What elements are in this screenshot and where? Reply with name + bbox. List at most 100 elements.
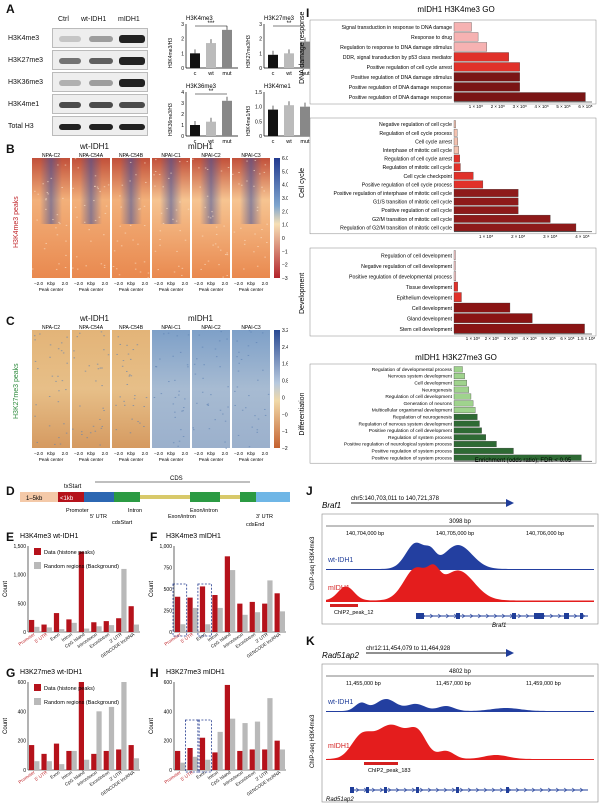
- bar-random-2: [59, 629, 65, 632]
- go-term-3-12: Positive regulation of system process: [372, 448, 453, 454]
- go-term-2-5: Cell development: [412, 306, 453, 312]
- bar-random-5: [242, 723, 248, 770]
- heat-noise: [95, 380, 97, 382]
- quant-bar-3-1: [284, 105, 294, 136]
- heat-noise: [183, 407, 185, 409]
- heat-noise: [72, 267, 74, 269]
- heat-noise: [137, 421, 139, 423]
- heat-noise: [104, 212, 107, 214]
- track-gene-arrow: [459, 787, 464, 793]
- track-gene-arrow: [531, 787, 536, 793]
- heat-noise: [162, 186, 164, 188]
- quant-sig-2: **: [209, 89, 214, 95]
- go-bar-3-9: [453, 427, 482, 434]
- utr3: [256, 492, 290, 502]
- group-label-mut: mIDH1: [188, 142, 213, 151]
- colorbar-tick-7: −2.4: [282, 446, 288, 452]
- bar-data-8: [128, 606, 134, 632]
- panel-letter-g: G: [6, 666, 16, 680]
- track-gene-arrow: [451, 787, 456, 793]
- heat-noise: [256, 431, 259, 433]
- colorbar-tick-9: −3.0: [282, 276, 288, 282]
- heat-side-label: H3K27me3 peaks: [13, 363, 20, 419]
- heat-noise: [168, 381, 170, 383]
- heat-xunit-2: Kbp: [127, 451, 136, 456]
- heat-noise: [174, 396, 177, 398]
- heat-noise: [139, 422, 141, 424]
- track-gene-arrow: [461, 613, 466, 619]
- bar-random-8: [279, 611, 285, 632]
- heat-peak-center-0: Peak center: [39, 287, 64, 292]
- bar-random-0: [34, 626, 40, 632]
- group-label-wt-c: wt-IDH1: [80, 314, 109, 323]
- track-gene-arrow: [555, 787, 560, 793]
- bar-data-7: [262, 749, 268, 770]
- chart-ylabel: Count: [149, 718, 155, 734]
- heat-noise: [139, 208, 142, 210]
- heat-center-4: [200, 158, 222, 224]
- go-term-3-5: Generation of neurons: [403, 401, 452, 407]
- quant-title-1: H3K27me3: [264, 16, 295, 22]
- go-bar-3-0: [453, 366, 463, 373]
- heat-noise: [54, 443, 56, 445]
- heat-noise: [179, 230, 181, 232]
- heat-noise: [121, 365, 124, 367]
- western-blot-h3k4me3: [52, 28, 148, 48]
- heat-noise: [174, 416, 176, 418]
- heat-noise: [154, 170, 157, 172]
- track-gene-arrow: [371, 787, 376, 793]
- track-gene-arrow: [547, 787, 552, 793]
- heat-noise: [100, 331, 103, 333]
- heat-peak-center-3: Peak center: [159, 457, 184, 462]
- heat-noise: [224, 254, 227, 256]
- heat-noise: [172, 403, 175, 405]
- heat-xmax-0: 2.0: [62, 451, 69, 456]
- heat-noise: [174, 379, 176, 381]
- bar-data-8: [274, 593, 280, 632]
- heat-noise: [76, 268, 79, 270]
- x-cat-2: Exon: [49, 631, 61, 641]
- heat-noise: [50, 177, 53, 179]
- go-bar-2-3: [453, 281, 458, 292]
- legend-data: Data (histone peaks): [44, 550, 95, 556]
- go-bar-1-5: [453, 163, 461, 172]
- track-gene-arrow: [539, 787, 544, 793]
- track-arrow: [506, 499, 514, 507]
- bar-data-4: [78, 551, 84, 632]
- track-gene-arrow: [571, 787, 576, 793]
- y-tick-0: 0: [23, 768, 26, 774]
- heat-xunit-5: Kbp: [247, 451, 256, 456]
- panel-letter-d: D: [6, 484, 15, 498]
- heat-noise: [132, 405, 135, 407]
- heat-noise: [94, 175, 97, 177]
- track-gene-arrow: [379, 787, 384, 793]
- heat-xmax-2: 2.0: [142, 451, 149, 456]
- y-tick-0: 0: [169, 768, 172, 774]
- heat-noise: [218, 264, 220, 266]
- heat-noise: [257, 418, 260, 420]
- bar-data-5: [237, 603, 243, 632]
- heat-noise: [83, 221, 86, 223]
- heat-noise: [207, 260, 210, 262]
- heat-noise: [49, 356, 51, 358]
- heat-noise: [58, 437, 60, 439]
- go-bar-2-7: [453, 323, 585, 334]
- bar-data-4: [224, 556, 230, 632]
- y-tick-1: 200: [164, 739, 173, 745]
- bar-data-2: [199, 586, 206, 632]
- heat-noise: [218, 340, 221, 342]
- bar-random-5: [96, 711, 102, 770]
- colorbar-tick-2: 1.6: [282, 362, 288, 368]
- go-term-3-8: Regulation of nervous system development: [359, 421, 453, 427]
- track-gene-arrow: [525, 613, 530, 619]
- heat-noise: [147, 277, 149, 279]
- track-gene-arrow: [573, 613, 578, 619]
- bar-random-1: [46, 627, 52, 632]
- go-bar-3-8: [453, 420, 480, 427]
- heat-noise: [170, 172, 172, 174]
- bar-random-3: [217, 731, 223, 770]
- go-bar-0-1: [453, 32, 479, 42]
- heat-noise: [206, 404, 209, 406]
- heat-noise: [172, 218, 174, 220]
- heat-noise: [119, 225, 122, 227]
